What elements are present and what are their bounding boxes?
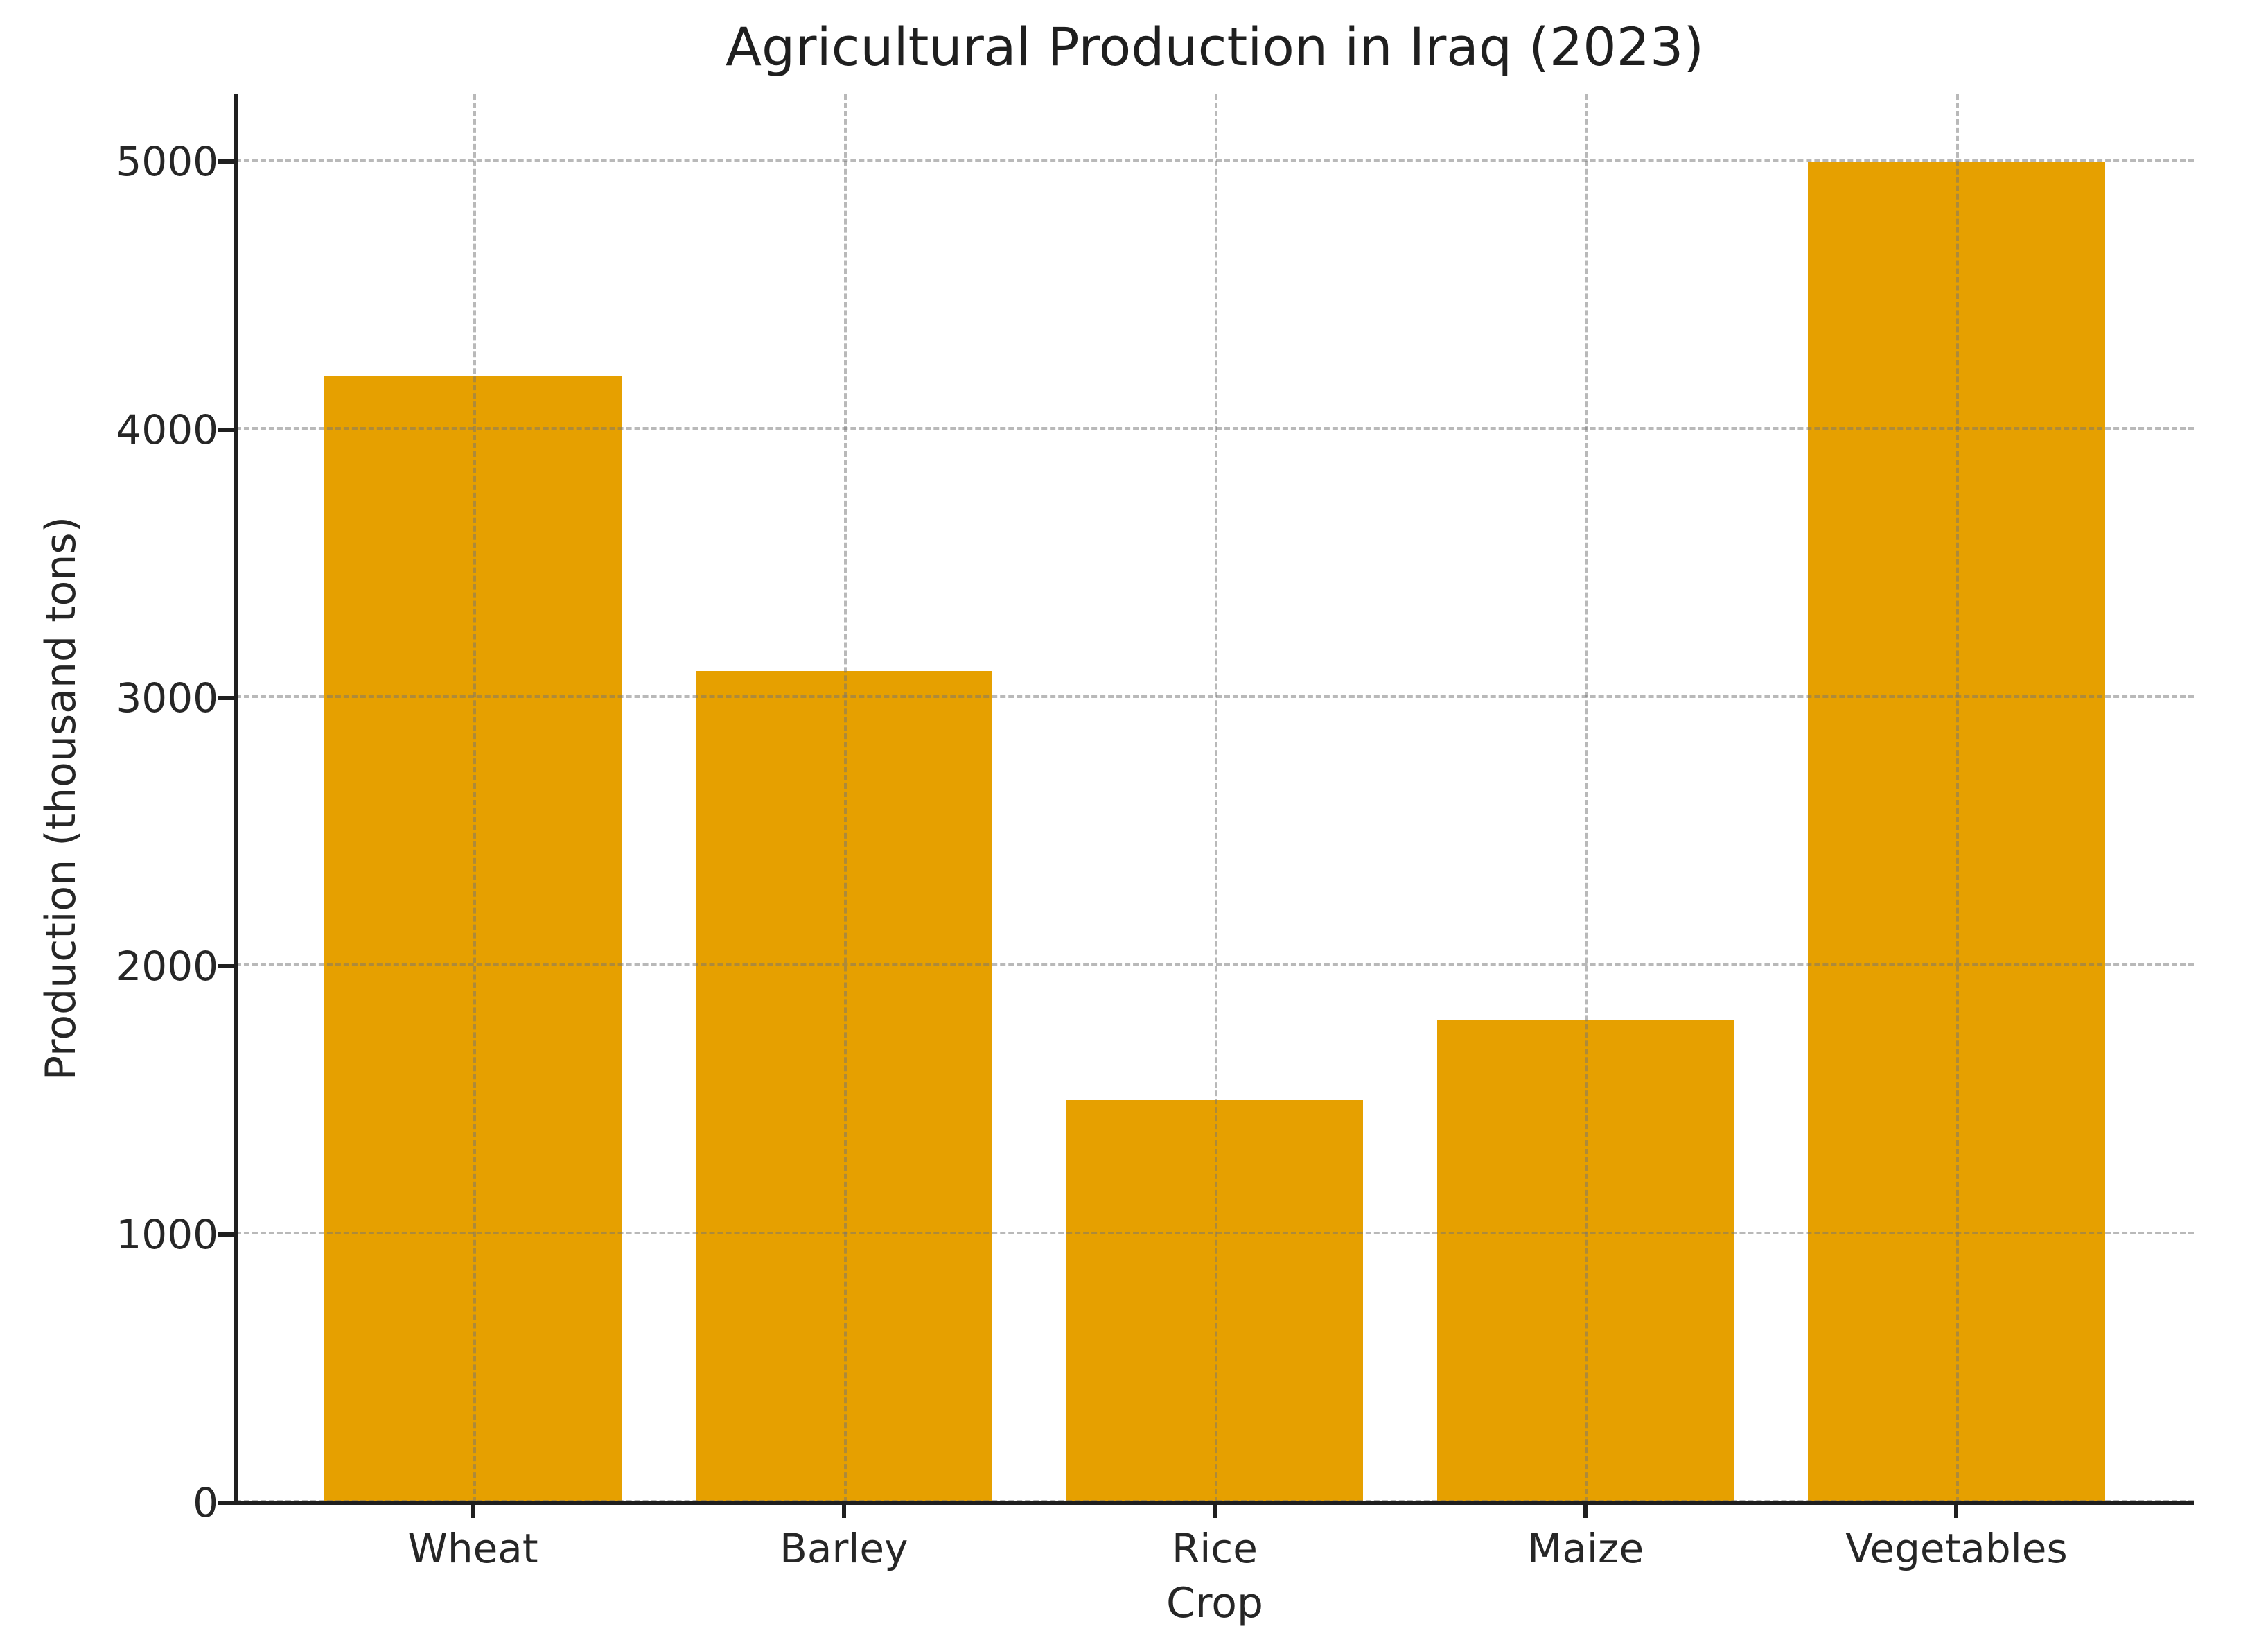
v-gridline-wheat — [473, 94, 476, 1503]
y-tick-label-3000: 3000 — [116, 674, 218, 722]
y-tick-mark-0 — [218, 1501, 234, 1505]
x-tick-mark-wheat — [471, 1503, 475, 1518]
v-gridline-vegetables — [1956, 94, 1960, 1503]
x-tick-label-wheat: Wheat — [407, 1525, 538, 1572]
y-axis-label: Production (thousand tons) — [37, 516, 85, 1081]
x-tick-label-maize: Maize — [1527, 1525, 1644, 1572]
x-tick-mark-vegetables — [1954, 1503, 1959, 1518]
y-tick-label-4000: 4000 — [116, 405, 218, 453]
y-axis-spine — [234, 94, 238, 1505]
y-tick-label-0: 0 — [193, 1479, 218, 1526]
x-axis-label: Crop — [1166, 1579, 1264, 1628]
v-gridline-maize — [1585, 94, 1589, 1503]
x-tick-mark-barley — [841, 1503, 846, 1518]
x-tick-label-rice: Rice — [1172, 1525, 1258, 1572]
bar-maize — [1437, 1020, 1734, 1503]
chart-title: Agricultural Production in Iraq (2023) — [725, 16, 1704, 78]
bar-vegetables — [1808, 161, 2105, 1503]
v-gridline-rice — [1215, 94, 1217, 1503]
v-gridline-barley — [843, 94, 847, 1503]
x-tick-label-vegetables: Vegetables — [1845, 1525, 2068, 1572]
x-tick-label-barley: Barley — [780, 1525, 908, 1572]
y-tick-mark-5000 — [218, 159, 234, 164]
y-tick-mark-2000 — [218, 963, 234, 968]
bar-barley — [695, 671, 992, 1503]
y-tick-label-1000: 1000 — [116, 1210, 218, 1258]
y-tick-mark-1000 — [218, 1232, 234, 1237]
plot-area: 0 1000 2000 3000 4000 5000 Wheat Barley Rice Mai… — [116, 94, 2194, 1572]
y-tick-label-2000: 2000 — [116, 942, 218, 990]
y-tick-mark-4000 — [218, 427, 234, 432]
y-tick-label-5000: 5000 — [116, 137, 218, 185]
x-tick-mark-rice — [1213, 1503, 1217, 1518]
bar-rice — [1066, 1100, 1364, 1503]
y-tick-mark-3000 — [218, 695, 234, 700]
x-tick-mark-maize — [1583, 1503, 1588, 1518]
